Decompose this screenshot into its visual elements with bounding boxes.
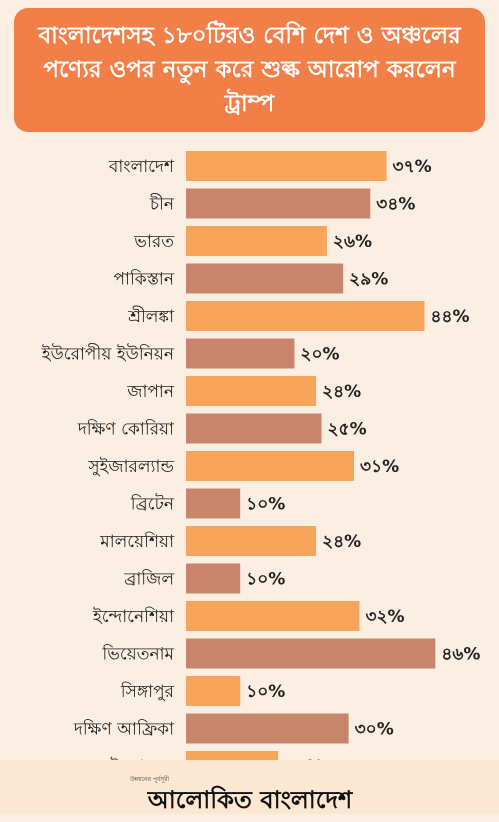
category-label: বাংলাদেশ bbox=[108, 157, 175, 177]
data-label: ২৫% bbox=[328, 420, 367, 440]
data-label: ৩০% bbox=[355, 720, 394, 740]
data-label: ৩২% bbox=[365, 607, 404, 627]
bar bbox=[186, 638, 436, 669]
data-label: ২০% bbox=[300, 345, 339, 365]
data-label: ১০% bbox=[246, 682, 285, 702]
data-label: ২৬% bbox=[333, 232, 372, 252]
bar bbox=[186, 226, 327, 256]
category-label: চীন bbox=[149, 194, 175, 215]
footer-tagline: উন্নয়নের পূর্বসূরী bbox=[130, 776, 170, 783]
category-label: ভারত bbox=[133, 232, 174, 252]
data-label: ১০% bbox=[246, 495, 285, 515]
category-label: ব্রিটেন bbox=[130, 494, 175, 515]
data-label: ১০% bbox=[246, 570, 285, 590]
title-banner: বাংলাদেশসহ ১৮০টিরও বেশি দেশ ও অঞ্চলের পণ… bbox=[14, 8, 485, 132]
bar bbox=[186, 751, 279, 760]
category-label: জাপান bbox=[126, 382, 175, 402]
bar bbox=[186, 413, 322, 444]
bar bbox=[186, 676, 241, 706]
bar bbox=[186, 151, 387, 181]
data-label: ৩৭% bbox=[393, 157, 432, 177]
category-label: ব্রাজিল bbox=[123, 569, 174, 590]
data-label: ৩১% bbox=[360, 457, 399, 477]
publisher-logo: আলোকিত বাংলাদেশ bbox=[147, 785, 353, 814]
category-label: মালয়েশিয়া bbox=[99, 531, 175, 552]
chart-title: বাংলাদেশসহ ১৮০টিরও বেশি দেশ ও অঞ্চলের পণ… bbox=[38, 23, 461, 117]
bar bbox=[186, 451, 355, 481]
category-label: দক্ষিণ আফ্রিকা bbox=[73, 719, 175, 740]
bar bbox=[186, 188, 371, 219]
data-label: ৩৪% bbox=[376, 195, 415, 215]
bar bbox=[186, 338, 295, 369]
footer: উন্নয়নের পূর্বসূরী আলোকিত বাংলাদেশ bbox=[0, 760, 499, 814]
category-label: পাকিস্তান bbox=[113, 269, 174, 290]
bar bbox=[186, 526, 317, 556]
bar bbox=[186, 301, 425, 331]
bar bbox=[186, 376, 317, 406]
category-label: শ্রীলঙ্কা bbox=[127, 306, 175, 327]
bar-chart: বাংলাদেশ ৩৭% চীন ৩৪% ভারত ২৬% পাকিস্তান ২৯% শ্রী… bbox=[41, 151, 480, 760]
data-label: ৪৬% bbox=[441, 645, 480, 665]
category-label: সিঙ্গাপুর bbox=[120, 681, 175, 702]
bar bbox=[186, 601, 360, 631]
data-label: ৪৪% bbox=[430, 307, 469, 327]
data-label: ২৪% bbox=[322, 382, 361, 402]
category-label: দক্ষিণ কোরিয়া bbox=[77, 419, 175, 440]
data-label: ২৪% bbox=[322, 532, 361, 552]
category-label: ভিয়েতনাম bbox=[101, 644, 174, 665]
category-label: সুইজারল্যান্ড bbox=[87, 457, 174, 477]
bar bbox=[186, 563, 241, 594]
category-label: ইউরোপীয় ইউনিয়ন bbox=[41, 344, 175, 365]
bar bbox=[186, 488, 241, 519]
category-label: ইন্দোনেশিয়া bbox=[92, 606, 175, 627]
category-label: ইসরায়েল bbox=[109, 757, 174, 760]
data-label: ১৭% bbox=[284, 757, 323, 760]
bar bbox=[186, 263, 344, 294]
bar bbox=[186, 713, 349, 744]
data-label: ২৯% bbox=[349, 270, 388, 290]
